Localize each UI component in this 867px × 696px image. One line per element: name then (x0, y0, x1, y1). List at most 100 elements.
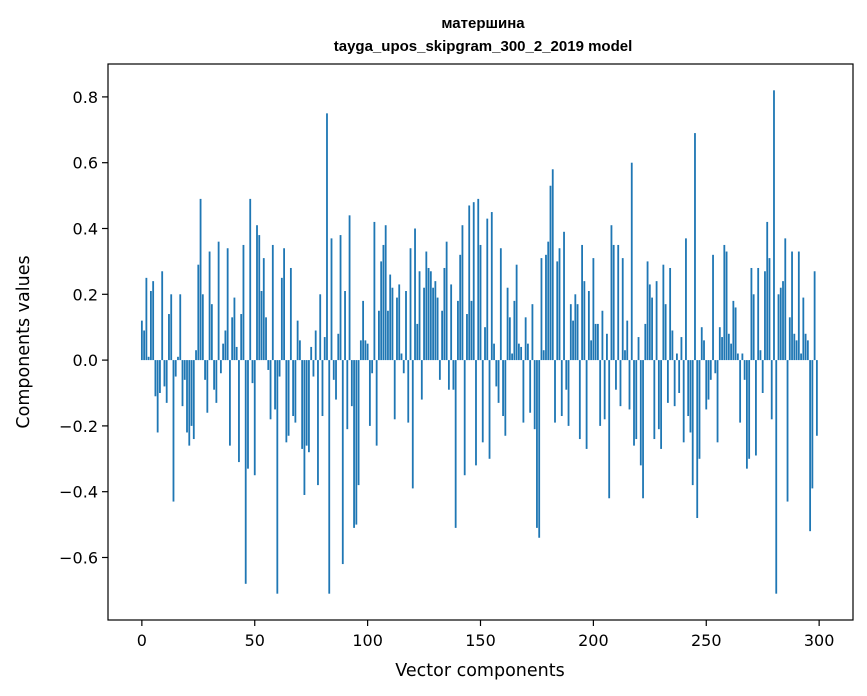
bar-249 (703, 340, 705, 361)
bar-71 (301, 360, 304, 449)
bar-53 (260, 291, 263, 361)
bar-285 (784, 238, 787, 361)
bar-1 (143, 330, 146, 361)
bar-179 (545, 254, 547, 361)
bar-192 (574, 294, 577, 361)
bar-116 (402, 360, 405, 374)
bar-13 (170, 294, 173, 361)
bar-77 (314, 330, 317, 361)
bar-69 (296, 320, 299, 361)
bar-70 (298, 340, 301, 361)
bar-292 (800, 353, 802, 361)
bar-260 (727, 333, 730, 361)
bar-274 (759, 350, 762, 361)
bar-112 (393, 360, 396, 420)
bar-190 (569, 304, 572, 361)
bar-97 (359, 340, 362, 361)
bar-114 (398, 284, 401, 361)
bar-208 (610, 225, 613, 361)
bar-62 (280, 277, 283, 361)
bar-225 (648, 284, 651, 361)
y-axis-label: Components values (14, 255, 34, 428)
y-tick-label: −0.4 (59, 483, 98, 502)
bar-246 (696, 360, 699, 519)
bar-47 (247, 360, 249, 469)
bar-40 (231, 317, 234, 361)
bar-58 (271, 244, 274, 361)
bar-85 (332, 360, 335, 380)
bar-14 (172, 360, 175, 502)
bar-202 (596, 323, 599, 361)
bar-18 (181, 360, 184, 407)
bar-251 (707, 360, 710, 400)
bar-277 (766, 221, 769, 361)
bar-121 (414, 228, 416, 361)
bar-213 (621, 258, 624, 361)
bar-193 (576, 304, 579, 361)
bar-25 (197, 264, 200, 361)
bar-235 (671, 330, 674, 361)
bar-209 (612, 244, 615, 361)
bar-266 (741, 353, 744, 361)
bar-259 (725, 251, 728, 361)
bar-133 (441, 310, 444, 361)
bar-158 (497, 360, 500, 403)
bar-159 (499, 248, 502, 361)
bar-181 (549, 185, 552, 361)
bar-239 (680, 337, 683, 361)
bar-161 (504, 360, 507, 436)
bar-128 (429, 271, 432, 361)
bar-17 (179, 294, 182, 361)
bar-220 (637, 337, 640, 361)
bar-22 (190, 360, 193, 426)
bar-105 (378, 310, 380, 361)
bar-199 (590, 340, 593, 361)
bar-230 (660, 360, 663, 449)
bar-106 (380, 261, 383, 361)
bar-244 (691, 360, 694, 486)
bar-88 (339, 235, 342, 361)
bar-103 (373, 221, 376, 361)
bar-194 (578, 360, 581, 440)
y-tick-label: 0.0 (73, 351, 98, 370)
bar-172 (529, 360, 532, 413)
bar-265 (739, 360, 742, 423)
bar-210 (615, 360, 617, 390)
x-tick-label: 300 (804, 631, 835, 650)
bars-group (140, 90, 818, 594)
bar-49 (251, 360, 254, 384)
bar-178 (542, 350, 545, 361)
bar-168 (520, 346, 523, 361)
bar-93 (350, 360, 353, 407)
bar-288 (791, 251, 793, 361)
bar-101 (368, 360, 371, 426)
bar-37 (224, 330, 227, 361)
bar-267 (743, 360, 746, 380)
bar-214 (624, 350, 626, 361)
bar-226 (651, 297, 653, 361)
bar-237 (676, 353, 678, 361)
bar-61 (278, 360, 281, 377)
bar-100 (366, 343, 369, 361)
bar-136 (447, 360, 450, 390)
bar-224 (646, 261, 649, 361)
bar-284 (782, 281, 784, 361)
bar-21 (188, 360, 191, 446)
bar-95 (355, 360, 358, 525)
bar-243 (689, 360, 692, 433)
bar-39 (229, 360, 231, 446)
bar-60 (276, 360, 279, 594)
bar-129 (432, 287, 434, 361)
y-tick-label: 0.4 (73, 219, 98, 238)
bar-262 (732, 300, 735, 361)
bar-167 (517, 343, 520, 361)
bar-43 (238, 360, 240, 463)
bar-184 (556, 261, 559, 361)
bar-188 (565, 360, 568, 390)
bar-219 (635, 360, 638, 440)
bar-113 (396, 297, 398, 361)
bar-270 (750, 267, 753, 361)
bar-157 (495, 360, 498, 387)
y-tick-label: −0.6 (59, 548, 98, 567)
bar-135 (445, 241, 448, 361)
